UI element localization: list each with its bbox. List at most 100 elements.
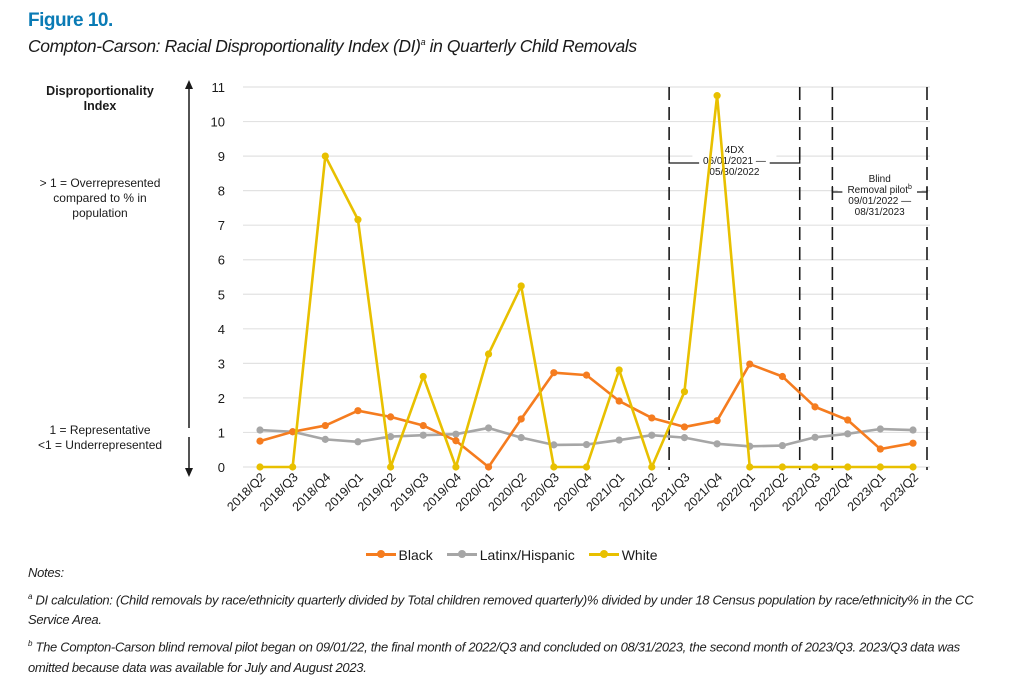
data-point-black [909, 439, 917, 447]
data-point-black [778, 372, 787, 381]
data-point-white [713, 92, 721, 100]
y-tick-label: 8 [218, 184, 225, 199]
figure-label: Figure 10. [28, 10, 113, 31]
gridlines [243, 86, 930, 468]
y-tick-label: 1 [218, 425, 225, 440]
data-point-black [876, 445, 884, 453]
data-point-latinx-hispanic [582, 440, 591, 449]
data-point-white [387, 463, 395, 471]
legend-swatch-black [365, 550, 396, 558]
note-b-marker: b [28, 639, 33, 649]
data-point-latinx-hispanic [778, 441, 787, 450]
data-point-black [289, 428, 297, 436]
y-tick-label: 10 [211, 115, 225, 130]
data-point-black [746, 360, 754, 368]
data-point-latinx-hispanic [517, 434, 525, 442]
period-label-background [837, 172, 922, 220]
data-point-white [517, 282, 525, 290]
data-point-black [321, 421, 329, 430]
y-tick-labels: 0 1 2 3 4 5 6 7 8 9 10 11 [211, 80, 225, 475]
data-point-latinx-hispanic [321, 435, 329, 443]
notes-heading: Notes: [28, 565, 64, 580]
legend-swatch-white [588, 550, 619, 558]
data-point-white [321, 152, 329, 160]
data-point-black [387, 413, 395, 421]
legend-item-latinx-hispanic: Latinx/Hispanic [446, 546, 575, 563]
data-point-white [615, 366, 623, 374]
data-point-black [844, 416, 852, 424]
data-point-latinx-hispanic [811, 433, 819, 441]
y-tick-label: 3 [218, 356, 225, 371]
legend: Black Latinx/Hispanic White [0, 543, 1023, 563]
period-bracket-left [668, 157, 700, 164]
x-tick-labels: 2018/Q22018/Q32018/Q42019/Q12019/Q22019/… [224, 470, 921, 514]
data-point-white [746, 463, 754, 471]
period-label-footnote-marker: b [908, 184, 912, 191]
y-tick-label: 11 [212, 80, 226, 95]
data-point-black [517, 415, 525, 423]
y-tick-label: 9 [218, 149, 225, 164]
data-point-black [680, 423, 689, 431]
legend-label: Black [398, 546, 433, 563]
data-point-black [648, 414, 656, 422]
period-label: 09/01/2022 — [848, 196, 911, 207]
data-point-white [484, 350, 493, 358]
data-point-black [452, 437, 460, 445]
data-point-white [582, 463, 591, 471]
y-axis-arrows [185, 80, 193, 477]
y-tick-label: 0 [218, 460, 225, 475]
y-tick-label: 2 [218, 391, 225, 406]
data-point-black [256, 437, 264, 445]
period-label: Removal pilotb [847, 184, 912, 196]
data-point-black [550, 369, 558, 377]
series-line-black [259, 362, 914, 469]
down-arrow-head-icon [185, 468, 193, 477]
data-point-latinx-hispanic [484, 424, 493, 432]
data-point-latinx-hispanic [387, 433, 395, 441]
y-axis-title: Disproportionality Index [46, 84, 154, 113]
period-bracket-right [769, 157, 801, 164]
data-point-white [550, 463, 558, 471]
y-tick-label: 7 [218, 218, 225, 233]
figure-title: Compton-Carson: Racial Disproportionalit… [28, 36, 637, 57]
note-a: a DI calculation: (Child removals by rac… [28, 587, 998, 630]
period-bracket-right [917, 186, 928, 193]
data-point-black [713, 417, 721, 425]
data-point-white [419, 372, 427, 381]
data-point-latinx-hispanic [876, 425, 884, 433]
data-point-white [811, 463, 819, 471]
data-point-white [354, 216, 362, 224]
data-point-latinx-hispanic [452, 430, 460, 438]
series-lines [256, 92, 917, 471]
data-point-white [648, 463, 656, 471]
data-point-black [615, 397, 623, 405]
note-a-text: DI calculation: (Child removals by race/… [28, 592, 974, 628]
legend-swatch-latinx-hispanic [446, 550, 477, 558]
underrepresented-note-line: <1 = Underrepresented [37, 438, 163, 452]
period-bracket-left [831, 186, 843, 193]
data-point-latinx-hispanic [713, 440, 721, 448]
overrepresented-note: > 1 = Overrepresented compared to % in p… [39, 176, 161, 220]
data-point-white [909, 463, 917, 471]
note-a-marker: a [28, 592, 33, 601]
data-point-latinx-hispanic [615, 436, 623, 444]
data-point-latinx-hispanic [909, 426, 917, 434]
legend-item-black: Black [365, 546, 433, 563]
y-tick-label: 6 [218, 253, 225, 268]
data-point-black [354, 407, 362, 415]
figure-title-text: Compton-Carson: Racial Disproportionalit… [28, 36, 421, 56]
data-point-white [256, 463, 264, 471]
data-point-latinx-hispanic [419, 431, 427, 439]
period-label: 05/30/2022 [709, 167, 759, 178]
y-tick-label: 5 [218, 287, 225, 302]
data-point-latinx-hispanic [256, 426, 264, 434]
data-point-white [876, 463, 884, 471]
data-point-black [582, 371, 591, 379]
data-point-white [289, 463, 297, 471]
legend-label: Latinx/Hispanic [479, 546, 575, 563]
data-point-white [778, 463, 787, 471]
period-label-background [692, 143, 777, 180]
data-point-latinx-hispanic [680, 434, 689, 442]
period-label: 06/01/2021 — [703, 156, 766, 167]
